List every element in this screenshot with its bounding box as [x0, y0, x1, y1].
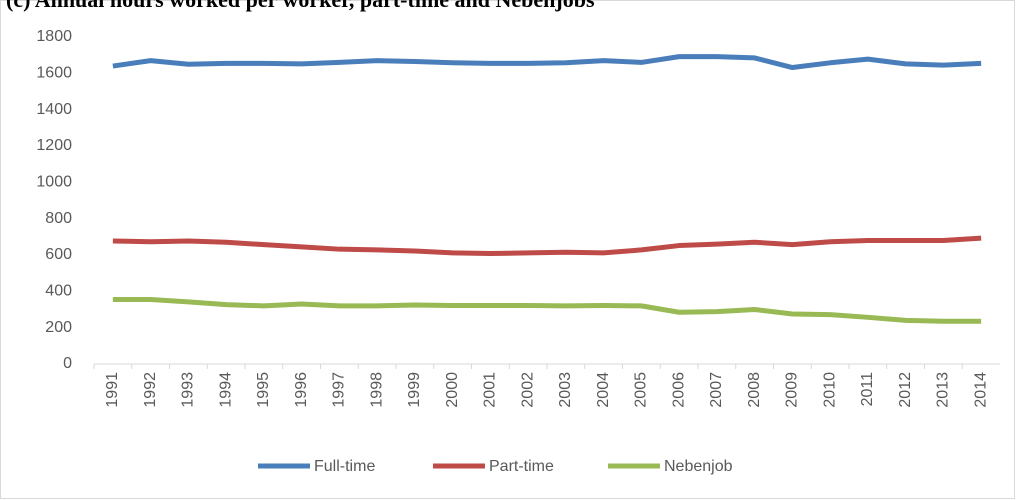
x-tick-label: 1997	[331, 372, 348, 408]
line-series	[112, 297, 982, 324]
x-tick-label: 2014	[972, 372, 989, 408]
y-tick-label: 200	[45, 319, 72, 336]
y-tick-label: 1200	[36, 137, 72, 154]
y-tick-label: 1600	[36, 65, 72, 82]
y-tick-label: 0	[63, 355, 72, 372]
y-tick-label: 600	[45, 246, 72, 263]
x-tick-label: 1995	[255, 372, 272, 408]
x-tick-label: 2004	[595, 372, 612, 408]
x-tick-label: 1999	[406, 372, 423, 408]
line-series	[112, 235, 982, 257]
x-tick-label: 2010	[821, 372, 838, 408]
x-tick-label: 1992	[142, 372, 159, 408]
legend-label: Nebenjob	[664, 458, 733, 475]
x-tick-label: 2005	[633, 372, 650, 408]
x-tick-label: 2013	[935, 372, 952, 408]
y-tick-label: 400	[45, 283, 72, 300]
x-tick-label: 1998	[368, 372, 385, 408]
y-tick-label: 800	[45, 210, 72, 227]
x-tick-label: 2007	[708, 372, 725, 408]
x-tick-label: 1996	[293, 372, 310, 408]
legend-label: Full-time	[314, 458, 375, 475]
x-tick-label: 2001	[482, 372, 499, 408]
x-tick-label: 1991	[104, 372, 121, 408]
legend-label: Part-time	[489, 458, 554, 475]
x-tick-label: 2006	[670, 372, 687, 408]
chart-title: (c) Annual hours worked per worker, part…	[6, 0, 595, 12]
x-tick-label: 1994	[217, 372, 234, 408]
x-tick-label: 2011	[859, 372, 876, 407]
y-tick-label: 1000	[36, 174, 72, 191]
x-tick-label: 2000	[444, 372, 461, 408]
x-tick-label: 1993	[180, 372, 197, 408]
x-tick-label: 2002	[519, 372, 536, 408]
y-tick-label: 1800	[36, 28, 72, 45]
x-tick-label: 2009	[784, 372, 801, 408]
x-tick-label: 2012	[897, 372, 914, 408]
y-tick-label: 1400	[36, 101, 72, 118]
line-series	[112, 54, 982, 71]
x-tick-label: 2008	[746, 372, 763, 408]
x-tick-label: 2003	[557, 372, 574, 408]
